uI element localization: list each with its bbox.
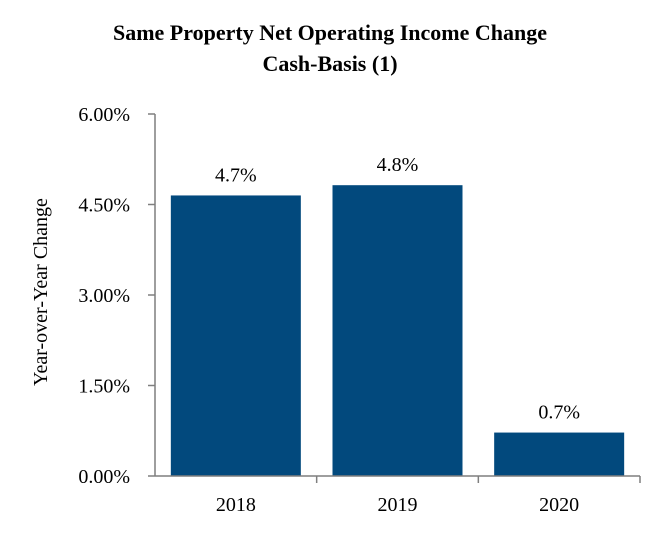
chart-subtitle: Cash-Basis (1) (262, 51, 397, 76)
y-tick-label: 4.50% (78, 195, 130, 217)
data-label-2019: 4.8% (377, 154, 419, 176)
y-tick-label: 0.00% (78, 466, 130, 488)
y-tick-label: 3.00% (78, 285, 130, 307)
chart-title: Same Property Net Operating Income Chang… (113, 20, 547, 45)
bar-2019 (332, 185, 463, 476)
x-tick-label-2018: 2018 (216, 494, 256, 516)
data-label-2018: 4.7% (215, 164, 257, 186)
x-tick-label-2020: 2020 (539, 494, 579, 516)
bar-2020 (494, 432, 625, 476)
y-tick-label: 1.50% (78, 376, 130, 398)
x-tick-label-2019: 2019 (378, 494, 418, 516)
x-axis-ticks: 2018 2019 2020 (216, 476, 641, 516)
y-tick-label: 6.00% (78, 104, 130, 126)
y-axis-ticks: 0.00% 1.50% 3.00% 4.50% 6.00% (78, 104, 155, 488)
data-label-2020: 0.7% (538, 402, 580, 424)
y-axis-label: Year-over-Year Change (30, 198, 52, 386)
bar-2018 (170, 195, 301, 476)
bars: 4.7% 4.8% 0.7% (170, 154, 625, 476)
